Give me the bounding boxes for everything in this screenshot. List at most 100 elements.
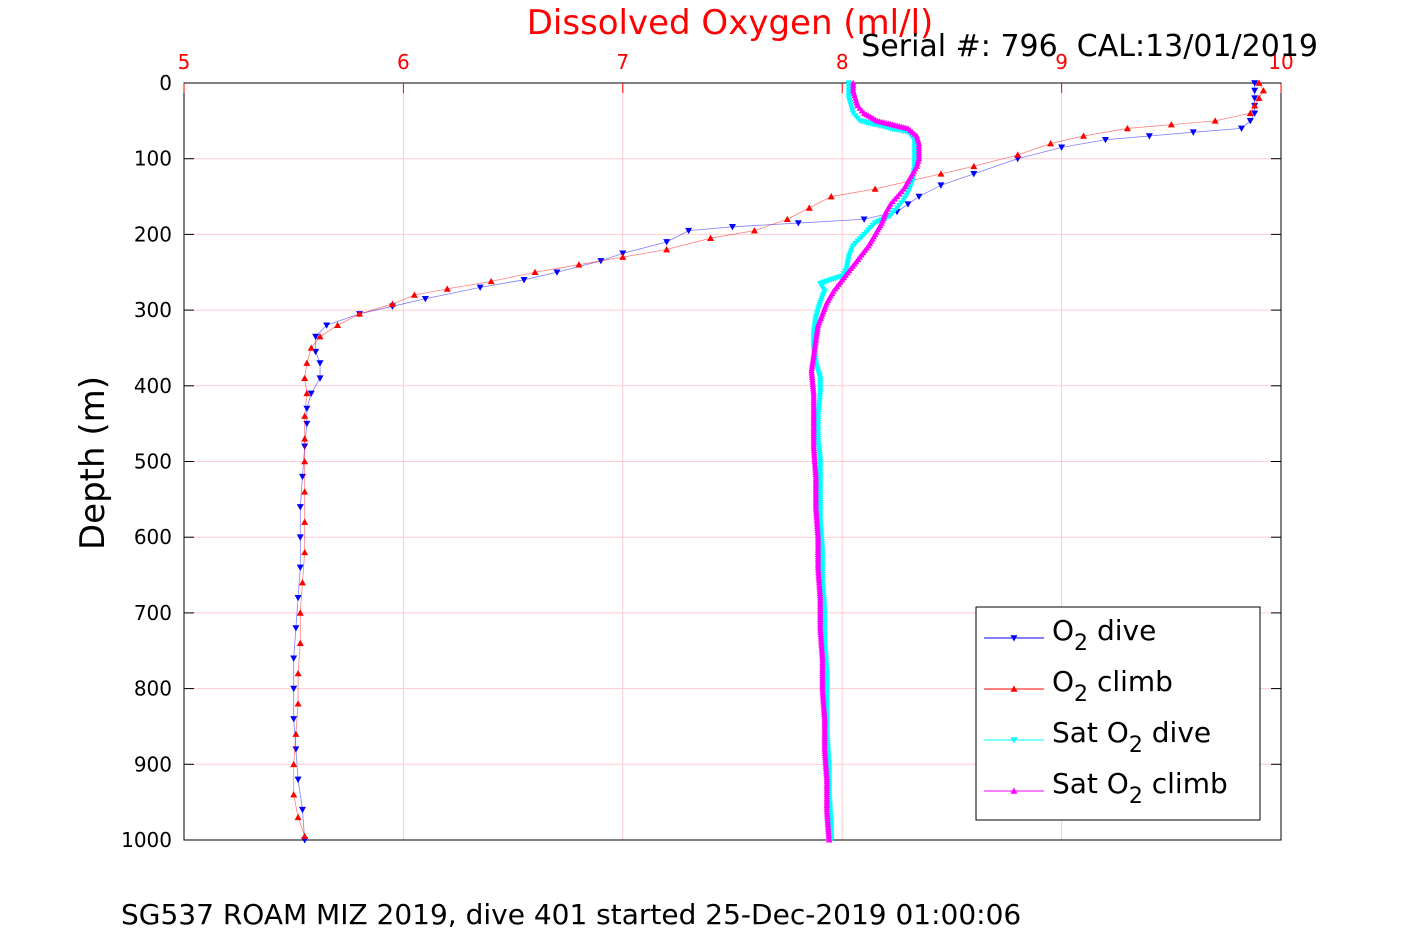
data-point — [303, 389, 311, 397]
x-axis: 5 6 7 8 9 10 — [178, 50, 1294, 93]
data-point — [575, 261, 583, 268]
y-tick-label: 400 — [134, 374, 172, 398]
y-tick-label: 600 — [134, 525, 172, 549]
y-tick-label: 900 — [134, 752, 172, 776]
data-point — [301, 548, 309, 556]
data-point — [553, 269, 561, 276]
data-point — [1251, 102, 1259, 109]
chart-title: Dissolved Oxygen (ml/l) — [527, 3, 934, 43]
y-tick-label: 800 — [134, 677, 172, 701]
data-point — [301, 435, 309, 442]
footer-caption: SG537 ROAM MIZ 2019, dive 401 started 25… — [121, 898, 1022, 931]
data-point — [1080, 132, 1088, 139]
data-point — [1251, 87, 1259, 95]
data-point — [1058, 144, 1066, 151]
data-point — [292, 625, 300, 632]
data-point — [294, 700, 302, 707]
data-point — [663, 246, 671, 253]
data-point — [871, 185, 879, 192]
data-point — [294, 813, 302, 821]
data-point — [443, 285, 451, 292]
data-point — [290, 685, 298, 693]
data-point — [294, 776, 302, 783]
legend-label: Sat O2 dive — [1052, 716, 1211, 758]
series-o2-climb — [290, 79, 1267, 840]
data-point — [1101, 136, 1109, 144]
data-point — [707, 234, 715, 241]
data-point — [296, 534, 304, 541]
data-point — [1251, 110, 1259, 117]
y-axis: 0 100 200 300 400 500 600 700 800 900 1000 — [121, 71, 1281, 852]
x-tick-label: 8 — [836, 50, 849, 74]
data-point — [388, 300, 396, 307]
legend-label: Sat O2 climb — [1052, 767, 1228, 809]
data-point — [296, 504, 304, 511]
data-point — [531, 268, 539, 276]
data-point — [294, 669, 302, 677]
series-sat-o2-climb — [808, 79, 923, 843]
data-point — [294, 594, 302, 602]
data-point — [520, 277, 528, 284]
data-point — [301, 412, 309, 419]
data-point — [301, 458, 309, 465]
data-point — [1238, 125, 1246, 132]
data-point — [307, 390, 315, 397]
data-point — [316, 375, 324, 382]
data-point — [1014, 151, 1022, 158]
data-point — [290, 760, 298, 768]
data-point — [487, 277, 495, 285]
data-point — [794, 220, 802, 227]
data-point — [476, 284, 484, 291]
x-tick-label: 7 — [616, 50, 629, 74]
series-line — [293, 83, 1256, 841]
x-tick-label: 10 — [1268, 50, 1293, 74]
y-tick-label: 300 — [134, 298, 172, 322]
data-point — [937, 182, 945, 189]
data-point — [729, 224, 736, 231]
data-point — [1259, 87, 1267, 94]
legend-label: O2 climb — [1052, 665, 1173, 707]
legend-item: O2 dive — [984, 614, 1156, 656]
data-point — [356, 310, 364, 317]
data-point — [685, 227, 693, 235]
data-point — [292, 746, 300, 753]
data-point — [937, 170, 945, 177]
y-tick-label: 0 — [159, 71, 172, 95]
data-point — [301, 374, 309, 382]
data-point — [292, 730, 300, 737]
data-point — [290, 716, 298, 723]
legend-swatch-marker — [1010, 787, 1018, 794]
data-point — [750, 227, 758, 234]
data-point — [410, 291, 418, 298]
data-point — [303, 359, 311, 366]
data-point — [296, 639, 304, 646]
data-point — [970, 162, 978, 170]
data-point — [316, 360, 324, 367]
data-point — [307, 344, 315, 351]
data-point — [296, 564, 304, 571]
data-point — [663, 239, 671, 246]
data-point — [1246, 109, 1254, 117]
data-point — [296, 609, 304, 616]
data-point — [303, 420, 311, 428]
legend-label: O2 dive — [1052, 614, 1156, 656]
data-point — [1167, 121, 1175, 128]
data-point — [805, 204, 813, 211]
data-point — [316, 333, 324, 340]
data-point — [1251, 80, 1259, 87]
series-layer — [290, 79, 1267, 844]
y-tick-label: 1000 — [121, 828, 172, 852]
data-point — [421, 295, 429, 303]
data-point — [312, 333, 320, 341]
legend-swatch-marker — [1010, 737, 1018, 744]
data-point — [1189, 129, 1197, 136]
legend-swatch-marker — [1010, 635, 1018, 642]
legend-item: O2 climb — [984, 665, 1173, 707]
y-tick-label: 500 — [134, 450, 172, 474]
data-point — [783, 215, 791, 223]
data-point — [1255, 94, 1263, 101]
data-point — [860, 216, 868, 223]
data-point — [825, 836, 833, 843]
data-point — [619, 253, 627, 260]
